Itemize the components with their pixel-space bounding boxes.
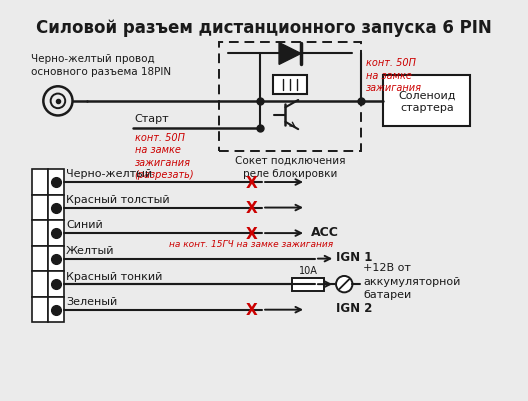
Text: Синий: Синий xyxy=(66,220,103,230)
Bar xyxy=(32,221,49,246)
Bar xyxy=(293,278,324,291)
Bar xyxy=(49,272,64,297)
Text: X: X xyxy=(246,226,257,241)
Text: Желтый: Желтый xyxy=(66,245,115,255)
Text: IGN 2: IGN 2 xyxy=(336,302,372,314)
Text: X: X xyxy=(246,175,257,190)
Text: Соленоид
стартера: Соленоид стартера xyxy=(398,90,456,113)
Text: конт. 50П
на замке
зажигания: конт. 50П на замке зажигания xyxy=(366,58,422,93)
Bar xyxy=(49,195,64,221)
Bar xyxy=(49,297,64,323)
Bar xyxy=(32,272,49,297)
Bar xyxy=(272,76,307,94)
Text: на конт. 15ГЧ на замке зажигания: на конт. 15ГЧ на замке зажигания xyxy=(169,239,333,248)
Bar xyxy=(49,221,64,246)
Text: конт. 50П
на замке
зажигания
(разрезать): конт. 50П на замке зажигания (разрезать) xyxy=(135,133,194,180)
Text: Черно-желтый провод
основного разъема 18PIN: Черно-желтый провод основного разъема 18… xyxy=(31,54,171,77)
Bar xyxy=(32,297,49,323)
Text: Старт: Старт xyxy=(135,113,169,124)
Text: Черно-желтый: Черно-желтый xyxy=(66,169,152,179)
Bar xyxy=(32,170,49,195)
Polygon shape xyxy=(279,43,301,65)
Bar xyxy=(383,76,470,127)
Bar xyxy=(32,246,49,272)
Text: 10А: 10А xyxy=(299,265,318,275)
Text: X: X xyxy=(246,200,257,215)
Text: Красный тонкий: Красный тонкий xyxy=(66,271,163,281)
Text: Красный толстый: Красный толстый xyxy=(66,194,170,205)
Text: +12В от
аккумуляторной
батареи: +12В от аккумуляторной батареи xyxy=(363,263,461,299)
Circle shape xyxy=(43,87,72,116)
Text: X: X xyxy=(246,302,257,318)
Bar xyxy=(32,195,49,221)
Bar xyxy=(49,170,64,195)
Text: Силовой разъем дистанционного запуска 6 PIN: Силовой разъем дистанционного запуска 6 … xyxy=(36,19,492,37)
Circle shape xyxy=(336,276,353,293)
Text: IGN 1: IGN 1 xyxy=(336,251,372,263)
Text: Зеленый: Зеленый xyxy=(66,296,117,306)
Text: ACC: ACC xyxy=(310,225,338,238)
Circle shape xyxy=(51,94,65,109)
Text: Сокет подключения
реле блокировки: Сокет подключения реле блокировки xyxy=(235,155,345,178)
Bar xyxy=(49,246,64,272)
